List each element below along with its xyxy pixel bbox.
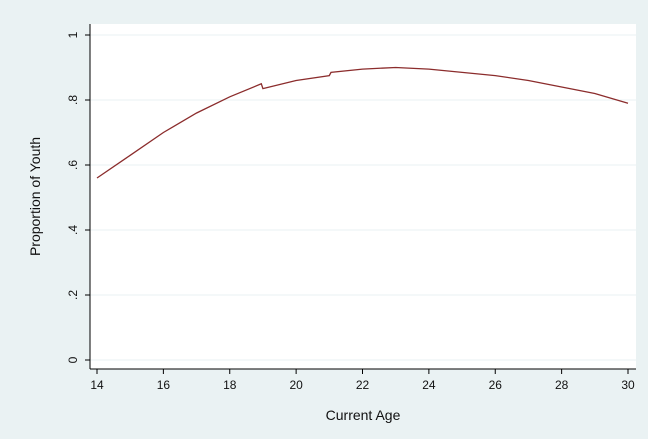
x-tick-label: 14 (90, 378, 104, 392)
y-tick-label: 0 (66, 356, 80, 363)
y-axis-title: Proportion of Youth (27, 137, 43, 256)
x-tick-label: 22 (356, 378, 370, 392)
gridlines (90, 34, 636, 361)
y-tick-label: .4 (66, 225, 80, 235)
series-line (96, 66, 629, 179)
y-tick-label: .2 (66, 290, 80, 300)
x-tick-label: 28 (555, 378, 569, 392)
y-tick-label: .6 (66, 160, 80, 170)
x-axis-ticks: 14 16 18 20 22 24 26 28 30 (90, 369, 635, 392)
x-axis-title: Current Age (326, 407, 401, 423)
plot-area (90, 24, 636, 369)
y-tick-label: 1 (66, 31, 80, 38)
y-axis-ticks: 0 .2 .4 .6 .8 1 (66, 31, 90, 363)
x-tick-label: 24 (422, 378, 436, 392)
y-tick-label: .8 (66, 95, 80, 105)
x-tick-label: 16 (157, 378, 171, 392)
x-tick-label: 26 (489, 378, 503, 392)
x-tick-label: 30 (621, 378, 635, 392)
x-tick-label: 20 (289, 378, 303, 392)
x-tick-label: 18 (223, 378, 237, 392)
